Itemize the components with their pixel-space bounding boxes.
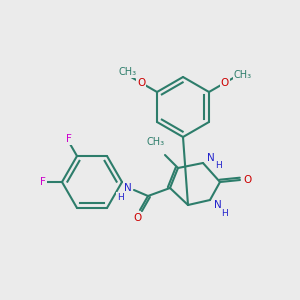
Text: F: F	[40, 177, 46, 187]
Text: O: O	[220, 78, 229, 88]
Text: CH₃: CH₃	[147, 137, 165, 147]
Text: H: H	[117, 193, 123, 202]
Text: O: O	[243, 175, 251, 185]
Text: CH₃: CH₃	[118, 67, 136, 77]
Text: H: H	[214, 161, 221, 170]
Text: H: H	[222, 208, 228, 217]
Text: N: N	[124, 183, 132, 193]
Text: O: O	[134, 213, 142, 223]
Text: CH₃: CH₃	[233, 70, 251, 80]
Text: N: N	[214, 200, 222, 210]
Text: F: F	[66, 134, 72, 144]
Text: O: O	[137, 78, 146, 88]
Text: N: N	[207, 153, 215, 163]
